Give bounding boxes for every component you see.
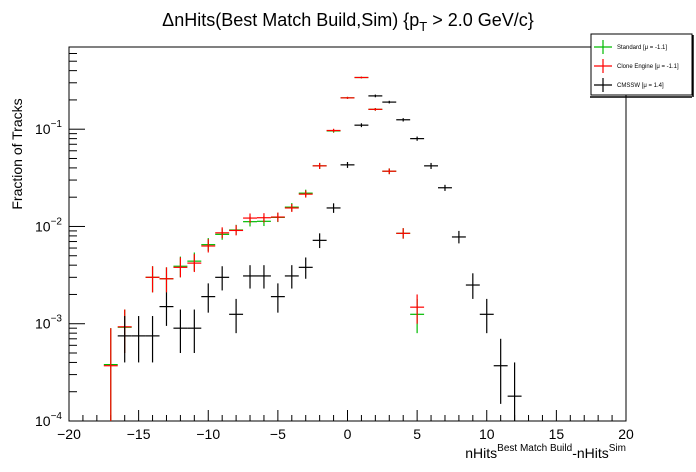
data-point bbox=[187, 309, 202, 354]
data-point bbox=[256, 213, 271, 223]
data-point bbox=[215, 227, 230, 239]
y-tick-label: 10−2 bbox=[35, 216, 62, 234]
x-tick-label: −15 bbox=[127, 426, 151, 442]
series-cmssw bbox=[117, 94, 522, 421]
data-point bbox=[396, 228, 411, 239]
x-tick-label: 0 bbox=[344, 426, 352, 442]
data-point bbox=[298, 190, 313, 198]
y-tick-label: 10−3 bbox=[35, 314, 62, 332]
title-tail: > 2.0 GeV/c} bbox=[427, 10, 534, 30]
data-point bbox=[173, 309, 188, 354]
data-point bbox=[201, 239, 216, 253]
x-tick-label: 20 bbox=[618, 426, 634, 442]
x-tick-label: −5 bbox=[270, 426, 286, 442]
data-series bbox=[103, 76, 522, 421]
data-point bbox=[201, 283, 216, 313]
data-point bbox=[298, 257, 313, 279]
data-point bbox=[396, 118, 411, 122]
data-point bbox=[243, 213, 257, 223]
x-label-a: nHits bbox=[465, 445, 497, 461]
title-subscript: T bbox=[419, 19, 427, 34]
data-point bbox=[117, 316, 132, 363]
legend-label: CMSSW [μ = 1.4] bbox=[617, 83, 664, 89]
legend-box bbox=[590, 33, 693, 96]
data-point bbox=[284, 265, 299, 289]
data-point bbox=[465, 273, 480, 299]
legend-label: Standard [μ = -1.1] bbox=[617, 45, 667, 51]
data-point bbox=[145, 316, 160, 363]
data-point bbox=[438, 184, 452, 191]
chart-title: ΔnHits(Best Match Build,Sim) {pT > 2.0 G… bbox=[162, 10, 534, 34]
data-point bbox=[493, 338, 508, 404]
data-point bbox=[159, 267, 174, 293]
data-point bbox=[256, 265, 271, 289]
data-point bbox=[229, 225, 244, 236]
data-point bbox=[410, 136, 425, 141]
x-label-b: -nHits bbox=[572, 445, 609, 461]
data-point bbox=[284, 204, 299, 212]
data-point bbox=[410, 294, 425, 324]
legend-label: Clone Engine [μ = -1.1] bbox=[617, 64, 679, 70]
data-point bbox=[354, 76, 369, 79]
series-clone-engine bbox=[103, 76, 425, 421]
data-point bbox=[451, 230, 466, 244]
x-tick-label: −20 bbox=[57, 426, 81, 442]
y-axis-label: Fraction of Tracks bbox=[9, 98, 25, 209]
x-tick-label: 5 bbox=[413, 426, 421, 442]
data-point bbox=[424, 162, 439, 169]
data-point bbox=[326, 128, 341, 133]
series-standard bbox=[103, 76, 425, 421]
data-point bbox=[340, 96, 355, 99]
data-point bbox=[312, 162, 327, 169]
x-axis-ticks: −20 −15 −10 −5 0 5 10 15 20 bbox=[57, 410, 634, 442]
data-point bbox=[131, 316, 146, 363]
y-axis-ticks: 10−4 10−3 10−2 10−1 bbox=[35, 53, 85, 429]
data-point bbox=[507, 362, 522, 421]
data-point bbox=[215, 266, 230, 291]
data-point bbox=[187, 254, 202, 273]
x-tick-label: −10 bbox=[196, 426, 220, 442]
data-point bbox=[173, 257, 188, 278]
data-point bbox=[145, 266, 160, 293]
data-point bbox=[340, 162, 355, 168]
data-point bbox=[270, 212, 285, 222]
data-point bbox=[243, 265, 257, 289]
x-tick-label: 10 bbox=[479, 426, 495, 442]
data-point bbox=[270, 283, 285, 313]
data-point bbox=[382, 168, 397, 175]
data-point bbox=[382, 100, 397, 104]
data-point bbox=[326, 203, 341, 213]
data-point bbox=[312, 233, 327, 249]
x-label-b-sup: Sim bbox=[609, 443, 626, 454]
plot-frame bbox=[68, 46, 627, 422]
data-point bbox=[159, 292, 174, 326]
data-point bbox=[229, 298, 244, 334]
x-label-a-sup: Best Match Build bbox=[497, 443, 572, 454]
legend-entry: Standard [μ = -1.1] bbox=[594, 40, 667, 54]
title-main: ΔnHits(Best Match Build,Sim) {p bbox=[162, 10, 419, 30]
legend: Standard [μ = -1.1] Clone Engine [μ = -1.… bbox=[590, 33, 694, 98]
x-tick-label: 15 bbox=[549, 426, 565, 442]
y-tick-label: 10−1 bbox=[35, 119, 62, 137]
y-tick-label: 10−4 bbox=[35, 411, 62, 429]
x-axis-label: nHitsBest Match Build-nHitsSim bbox=[465, 443, 626, 461]
data-point bbox=[368, 94, 383, 98]
data-point bbox=[479, 298, 494, 334]
data-point bbox=[103, 328, 118, 421]
legend-entry: CMSSW [μ = 1.4] bbox=[594, 78, 664, 92]
data-point bbox=[368, 108, 383, 111]
legend-entry: Clone Engine [μ = -1.1] bbox=[594, 59, 679, 73]
data-point bbox=[354, 123, 369, 128]
